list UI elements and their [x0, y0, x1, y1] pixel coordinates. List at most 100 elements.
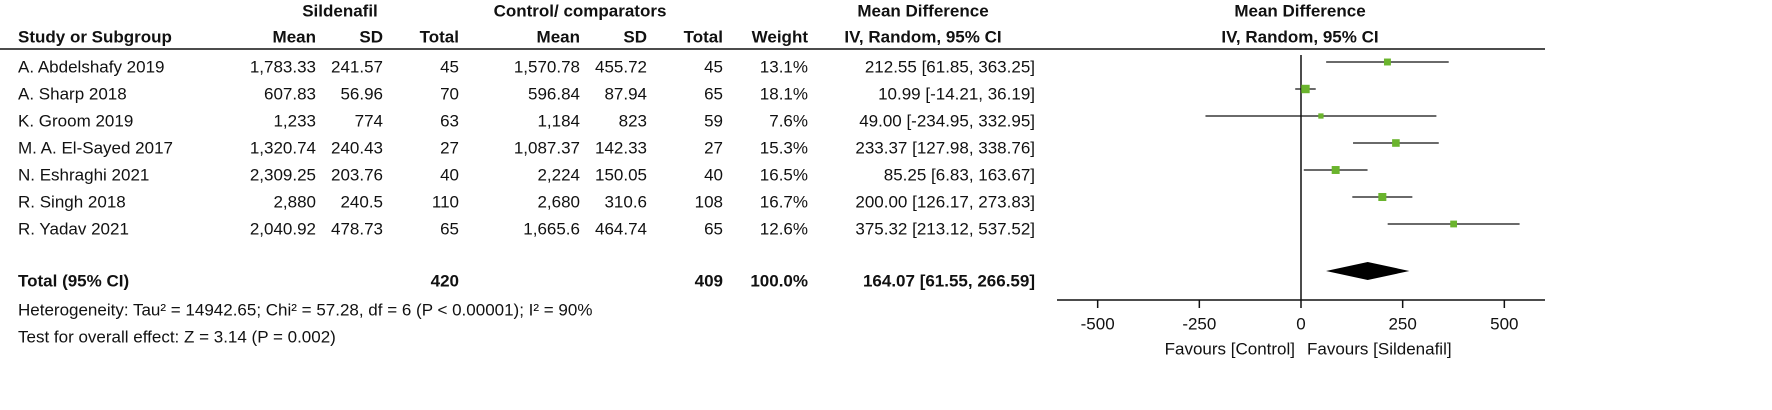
table-cell: 1,184 — [537, 111, 580, 130]
effect-header: Mean Difference — [857, 1, 988, 20]
table-cell: 1,320.74 — [250, 138, 316, 157]
column-header: SD — [359, 27, 383, 46]
study-name: M. A. El-Sayed 2017 — [18, 138, 173, 157]
table-cell: 464.74 — [595, 219, 647, 238]
table-cell: 2,880 — [273, 192, 316, 211]
ci-label: 212.55 [61.85, 363.25] — [865, 57, 1035, 76]
table-cell: 108 — [695, 192, 723, 211]
table-cell: 63 — [440, 111, 459, 130]
table-cell: 16.5% — [760, 165, 808, 184]
table-cell: 774 — [355, 111, 383, 130]
table-cell: 59 — [704, 111, 723, 130]
study-name: A. Sharp 2018 — [18, 84, 127, 103]
table-cell: 56.96 — [340, 84, 383, 103]
table-cell: 87.94 — [604, 84, 647, 103]
heterogeneity-text: Heterogeneity: Tau² = 14942.65; Chi² = 5… — [18, 300, 592, 319]
table-cell: 13.1% — [760, 57, 808, 76]
favours-label: Favours [Sildenafil] — [1307, 339, 1452, 358]
effect-square — [1383, 58, 1391, 66]
table-cell: 12.6% — [760, 219, 808, 238]
effect-square — [1392, 139, 1400, 147]
table-cell: 203.76 — [331, 165, 383, 184]
table-cell: 2,309.25 — [250, 165, 316, 184]
plot-header: IV, Random, 95% CI — [1221, 27, 1378, 46]
effect-header: IV, Random, 95% CI — [844, 27, 1001, 46]
study-name: K. Groom 2019 — [18, 111, 133, 130]
table-cell: 1,665.6 — [523, 219, 580, 238]
table-cell: 18.1% — [760, 84, 808, 103]
table-cell: 607.83 — [264, 84, 316, 103]
column-header: Weight — [752, 27, 809, 46]
table-cell: 7.6% — [769, 111, 808, 130]
table-cell: 310.6 — [604, 192, 647, 211]
x-tick-label: 0 — [1296, 314, 1305, 333]
effect-square — [1450, 220, 1458, 228]
ci-label: 10.99 [-14.21, 36.19] — [878, 84, 1035, 103]
table-cell: 15.3% — [760, 138, 808, 157]
effect-square — [1318, 113, 1324, 119]
table-cell: 2,680 — [537, 192, 580, 211]
table-cell: 110 — [432, 192, 459, 211]
table-cell: 45 — [704, 57, 723, 76]
table-cell: 65 — [440, 219, 459, 238]
group-header: Control/ comparators — [494, 1, 667, 20]
table-cell: 70 — [440, 84, 459, 103]
table-cell: 2,040.92 — [250, 219, 316, 238]
x-tick-label: -500 — [1081, 314, 1115, 333]
x-tick-label: 500 — [1490, 314, 1518, 333]
column-header: Total — [420, 27, 459, 46]
table-cell: 455.72 — [595, 57, 647, 76]
column-header: Mean — [273, 27, 316, 46]
table-cell: 2,224 — [537, 165, 580, 184]
table-cell: 142.33 — [595, 138, 647, 157]
table-cell: 1,783.33 — [250, 57, 316, 76]
table-cell: 1,233 — [273, 111, 316, 130]
table-cell: 16.7% — [760, 192, 808, 211]
table-cell: 65 — [704, 84, 723, 103]
table-cell: 1,570.78 — [514, 57, 580, 76]
table-cell: 1,087.37 — [514, 138, 580, 157]
x-tick-label: -250 — [1182, 314, 1216, 333]
table-cell: 65 — [704, 219, 723, 238]
table-cell: 240.43 — [331, 138, 383, 157]
ci-label: 200.00 [126.17, 273.83] — [855, 192, 1035, 211]
table-cell: 45 — [440, 57, 459, 76]
study-name: R. Yadav 2021 — [18, 219, 129, 238]
effect-square — [1301, 84, 1310, 94]
effect-square — [1331, 166, 1340, 174]
table-cell: 27 — [440, 138, 459, 157]
total-cell: 100.0% — [750, 271, 808, 290]
table-cell: 823 — [619, 111, 647, 130]
table-cell: 27 — [704, 138, 723, 157]
column-header: SD — [623, 27, 647, 46]
total-cell: 420 — [431, 271, 459, 290]
plot-header: Mean Difference — [1234, 1, 1365, 20]
table-cell: 40 — [704, 165, 723, 184]
ci-label: 164.07 [61.55, 266.59] — [863, 271, 1035, 290]
table-cell: 478.73 — [331, 219, 383, 238]
study-name: A. Abdelshafy 2019 — [18, 57, 165, 76]
x-tick-label: 250 — [1388, 314, 1416, 333]
overall-effect-text: Test for overall effect: Z = 3.14 (P = 0… — [18, 327, 336, 346]
ci-label: 85.25 [6.83, 163.67] — [884, 165, 1035, 184]
table-cell: 596.84 — [528, 84, 580, 103]
column-header: Total — [684, 27, 723, 46]
table-cell: 150.05 — [595, 165, 647, 184]
column-header: Study or Subgroup — [18, 27, 172, 46]
column-header: Mean — [537, 27, 580, 46]
table-cell: 241.57 — [331, 57, 383, 76]
total-name: Total (95% CI) — [18, 271, 129, 290]
table-cell: 240.5 — [340, 192, 383, 211]
table-cell: 40 — [440, 165, 459, 184]
ci-label: 49.00 [-234.95, 332.95] — [859, 111, 1035, 130]
ci-label: 233.37 [127.98, 338.76] — [855, 138, 1035, 157]
study-name: N. Eshraghi 2021 — [18, 165, 149, 184]
favours-label: Favours [Control] — [1165, 339, 1295, 358]
study-name: R. Singh 2018 — [18, 192, 126, 211]
effect-square — [1378, 192, 1387, 202]
summary-diamond — [1326, 262, 1410, 280]
ci-label: 375.32 [213.12, 537.52] — [855, 219, 1035, 238]
group-header: Sildenafil — [302, 1, 378, 20]
